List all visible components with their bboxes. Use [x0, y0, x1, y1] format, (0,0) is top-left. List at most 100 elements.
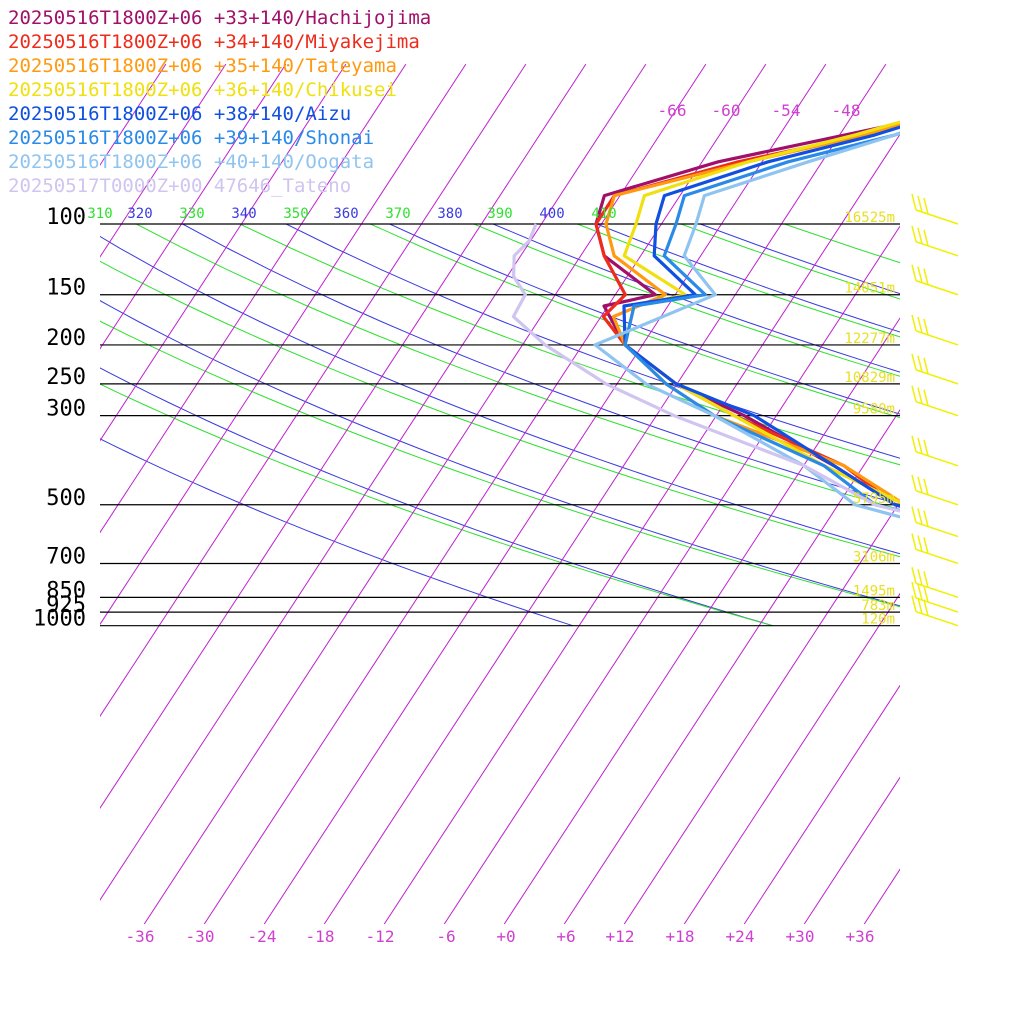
- moist-adiabat-line: [784, 224, 900, 264]
- pressure-label: 300: [46, 397, 86, 422]
- legend-entry: 20250516T1800Z+06 +39+140/Shonai: [8, 127, 375, 149]
- isotherm-line: [100, 63, 407, 534]
- isotherm-line: [563, 409, 900, 924]
- temp-tick-label: +18: [666, 927, 695, 946]
- isotherm-line: [803, 776, 900, 924]
- legend-entry: 20250516T1800Z+06 +34+140/Miyakejima: [8, 31, 420, 53]
- temp-tick-label: -12: [366, 927, 395, 946]
- series-line-oogata: [593, 131, 900, 519]
- pressure-label: 850: [46, 578, 86, 603]
- series-line-shonai: [623, 131, 900, 513]
- dry-adiabat-line: [182, 224, 900, 506]
- wind-barb: [911, 506, 959, 538]
- height-label: 5795m: [853, 491, 895, 507]
- theta-label: 340: [231, 206, 256, 222]
- series-line-tateyama: [604, 123, 900, 504]
- temp-tick-label: +36: [846, 927, 875, 946]
- temp-tick-label: -36: [126, 927, 155, 946]
- series-line-aizu: [622, 125, 900, 508]
- isotherm-line: [100, 63, 647, 901]
- pressure-label: 150: [46, 276, 86, 301]
- height-label: 14051m: [844, 281, 895, 297]
- isotherm-line: [503, 317, 900, 924]
- pressure-label: 250: [46, 365, 86, 390]
- pressure-label: 500: [46, 486, 86, 511]
- moist-adiabat-line: [239, 224, 900, 466]
- isotherm-line: [100, 63, 347, 442]
- upper-temp-label: -54: [772, 101, 801, 120]
- wind-barb: [911, 474, 959, 506]
- isotherm-line: [383, 133, 900, 924]
- temp-tick-label: +24: [726, 927, 755, 946]
- pressure-label: 925: [46, 593, 86, 618]
- temp-tick-label: +12: [606, 927, 635, 946]
- isotherm-line: [100, 63, 587, 810]
- legend-entry: 20250516T1800Z+06 +36+140/Chikusei: [8, 79, 397, 101]
- isobar-lines: [100, 223, 900, 627]
- wind-barb: [911, 533, 959, 565]
- height-label: 1495m: [853, 583, 895, 599]
- wind-barb: [911, 435, 959, 467]
- isotherm-line: [100, 63, 227, 258]
- series-line-tateno: [511, 223, 900, 513]
- temp-tick-label: +6: [556, 927, 575, 946]
- theta-label: 400: [539, 206, 564, 222]
- theta-label: 350: [283, 206, 308, 222]
- isotherm-line: [100, 63, 467, 626]
- isotherm-line: [100, 63, 527, 718]
- moist-adiabat-line: [577, 224, 900, 338]
- legend: 20250516T1800Z+06 +33+140/Hachijojima 202…: [8, 6, 431, 198]
- isotherm-line: [984, 64, 1024, 924]
- legend-entry: 20250517T0000Z+00 47646_Tateno: [8, 175, 352, 197]
- isotherm-line: [443, 225, 900, 924]
- temp-tick-label: -30: [186, 927, 215, 946]
- isotherm-line: [924, 64, 1024, 924]
- wind-barb: [911, 264, 959, 296]
- wind-barb: [911, 581, 959, 613]
- theta-label: 380: [437, 206, 462, 222]
- pressure-label: 700: [46, 544, 86, 569]
- isotherm-line: [203, 63, 767, 924]
- upper-temp-label: -60: [712, 101, 741, 120]
- sounding-series: [511, 120, 900, 519]
- dry-adiabat-line: [100, 300, 900, 607]
- theta-label: 370: [385, 206, 410, 222]
- moist-adiabat-line: [100, 320, 900, 608]
- temp-tick-label: +0: [496, 927, 515, 946]
- height-label: 120m: [861, 612, 895, 628]
- theta-label: 410: [591, 206, 616, 222]
- isotherm-line: [623, 500, 900, 924]
- upper-temp-label: -48: [832, 101, 861, 120]
- isotherm-line: [743, 684, 900, 924]
- wind-barb: [911, 385, 959, 417]
- wind-barbs: [911, 193, 959, 627]
- wind-barb: [911, 353, 959, 385]
- legend-entry: 20250516T1800Z+06 +38+140/Aizu: [8, 103, 352, 125]
- upper-temp-label: -66: [658, 101, 687, 120]
- moist-adiabat-line: [100, 383, 773, 627]
- legend-entry: 20250516T1800Z+06 +35+140/Tateyama: [8, 55, 397, 77]
- height-label: 9580m: [853, 402, 895, 418]
- theta-label: 360: [333, 206, 358, 222]
- temp-tick-label: +30: [786, 927, 815, 946]
- wind-barb: [911, 567, 959, 599]
- height-label: 3106m: [853, 549, 895, 565]
- isotherm-line: [100, 63, 287, 350]
- wind-barb: [911, 595, 959, 627]
- theta-label: 310: [87, 206, 112, 222]
- dry-adiabat-line: [596, 224, 900, 333]
- wind-barb: [911, 314, 959, 346]
- dry-adiabat-line: [100, 367, 773, 627]
- pressure-label: 200: [46, 326, 86, 351]
- height-label: 783m: [861, 598, 895, 614]
- temp-tick-label: -24: [248, 927, 277, 946]
- height-label: 10829m: [844, 370, 895, 386]
- theta-label: 390: [487, 206, 512, 222]
- isotherm-line: [263, 63, 827, 924]
- legend-entry: 20250516T1800Z+06 +33+140/Hachijojima: [8, 7, 432, 29]
- pressure-label: 100: [46, 205, 86, 230]
- axis-labels: 100 16525m 150 14051m 200 12277m 250 10829m 300 9…: [33, 101, 895, 946]
- temp-tick-label: -18: [306, 927, 335, 946]
- height-label: 16525m: [844, 210, 895, 226]
